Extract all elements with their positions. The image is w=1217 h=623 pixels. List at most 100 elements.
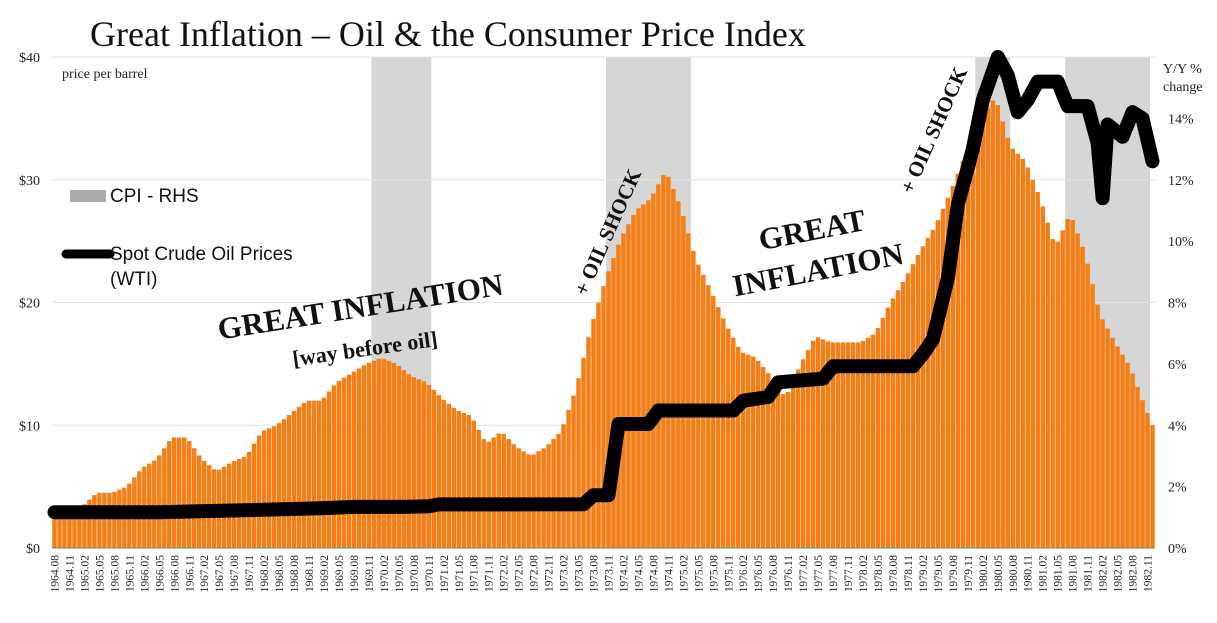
x-tick-label: 1971.05 (454, 555, 466, 593)
cpi-bar (1065, 219, 1070, 548)
cpi-bar (1110, 337, 1115, 548)
x-tick-label: 1976.08 (768, 555, 780, 593)
cpi-bar (72, 511, 77, 548)
cpi-bar (346, 374, 352, 548)
cpi-bar (1015, 153, 1020, 548)
x-tick-label: 1973.11 (604, 555, 616, 592)
x-tick-label: 1965.02 (79, 555, 91, 593)
cpi-bar (321, 397, 327, 548)
cpi-bar (576, 378, 581, 548)
cpi-bar (741, 352, 746, 548)
cpi-bar (820, 339, 826, 548)
cpi-bar (1045, 222, 1050, 548)
cpi-bar (491, 437, 496, 548)
cpi-bar (731, 337, 736, 548)
cpi-bar (301, 402, 307, 548)
cpi-bar (855, 342, 861, 548)
cpi-bar (631, 215, 636, 548)
cpi-bar (336, 380, 342, 548)
cpi-bar (421, 381, 427, 548)
cpi-bar (381, 358, 387, 548)
x-tick-label: 1969.02 (319, 555, 331, 593)
cpi-bar (556, 433, 561, 548)
x-tick-label: 1968.05 (274, 555, 286, 593)
cpi-bar (177, 437, 182, 548)
cpi-bar (586, 337, 591, 548)
cpi-bar (945, 197, 951, 548)
cpi-bar (910, 264, 916, 548)
cpi-bar (676, 201, 681, 548)
x-tick-label: 1974.08 (648, 555, 660, 593)
x-tick-label: 1969.05 (334, 555, 346, 593)
cpi-bar (401, 370, 407, 548)
x-tick-label: 1982.11 (1143, 555, 1155, 592)
cpi-bar (331, 385, 337, 548)
cpi-bar (950, 185, 956, 548)
cpi-bar (960, 161, 966, 548)
cpi-bar (780, 394, 786, 548)
cpi-bar (646, 200, 651, 549)
cpi-bar (860, 340, 866, 548)
cpi-bars (52, 100, 1155, 549)
cpi-bar (431, 389, 437, 548)
cpi-bar (1140, 400, 1145, 548)
oil-price-series (47, 50, 1160, 520)
cpi-bar (571, 395, 576, 548)
cpi-bar (1090, 284, 1095, 548)
cpi-bar (311, 400, 317, 548)
cpi-bar (411, 377, 417, 548)
cpi-bar (666, 176, 671, 548)
x-tick-label: 1967.02 (199, 555, 211, 593)
x-tick-label: 1977.08 (828, 555, 840, 593)
cpi-bar (621, 233, 626, 548)
cpi-bar (955, 173, 961, 549)
cpi-bar (895, 290, 901, 548)
left-tick-label: $0 (26, 542, 40, 557)
x-tick-label: 1981.05 (1053, 555, 1065, 593)
legend-label-oil-line2: (WTI) (110, 269, 157, 290)
x-tick-label: 1980.11 (1023, 555, 1035, 592)
cpi-bar (785, 392, 791, 548)
x-tick-label: 1971.08 (469, 555, 481, 593)
cpi-bar (810, 340, 816, 548)
cpi-bar (850, 342, 856, 548)
cpi-bar (426, 384, 432, 548)
x-tick-label: 1973.05 (574, 555, 586, 593)
cpi-bar (496, 433, 501, 548)
x-tick-label: 1972.05 (514, 555, 526, 593)
x-tick-label: 1976.05 (753, 555, 765, 593)
x-tick-label: 1982.05 (1113, 555, 1125, 593)
cpi-bar (970, 136, 976, 548)
cpi-bar (196, 455, 202, 548)
legend-swatch-cpi (70, 190, 106, 202)
cpi-bar (256, 435, 262, 548)
cpi-bar (97, 492, 102, 548)
cpi-bar (750, 356, 756, 548)
right-tick-label: 14% (1168, 112, 1194, 127)
x-tick-label: 1976.11 (783, 555, 795, 592)
x-tick-label: 1981.02 (1038, 555, 1050, 593)
cpi-bar (736, 346, 741, 548)
cpi-bar (261, 430, 267, 548)
cpi-bar (291, 410, 297, 548)
x-tick-label: 1968.08 (289, 555, 301, 593)
cpi-bar (62, 514, 67, 548)
right-tick-label: 6% (1168, 358, 1187, 373)
x-tick-label: 1970.02 (379, 555, 391, 593)
cpi-bar (1125, 362, 1130, 548)
x-tick-label: 1975.08 (708, 555, 720, 593)
cpi-bar (691, 250, 696, 548)
cpi-bar (840, 342, 846, 548)
cpi-bar (915, 254, 921, 548)
cpi-bar (172, 437, 177, 548)
cpi-bar (790, 380, 796, 548)
x-tick-label: 1980.08 (1008, 555, 1020, 593)
right-tick-label: 8% (1168, 297, 1187, 312)
cpi-bar (1035, 192, 1040, 548)
cpi-bar (1080, 246, 1085, 548)
x-axis-ticks: 1964.08 1964.11 1965.02 1965.05 1965.08 1965.… (50, 555, 1155, 593)
x-tick-label: 1965.05 (94, 555, 106, 593)
cpi-bar (875, 328, 881, 548)
cpi-bar (341, 377, 347, 548)
cpi-bar (501, 433, 506, 548)
